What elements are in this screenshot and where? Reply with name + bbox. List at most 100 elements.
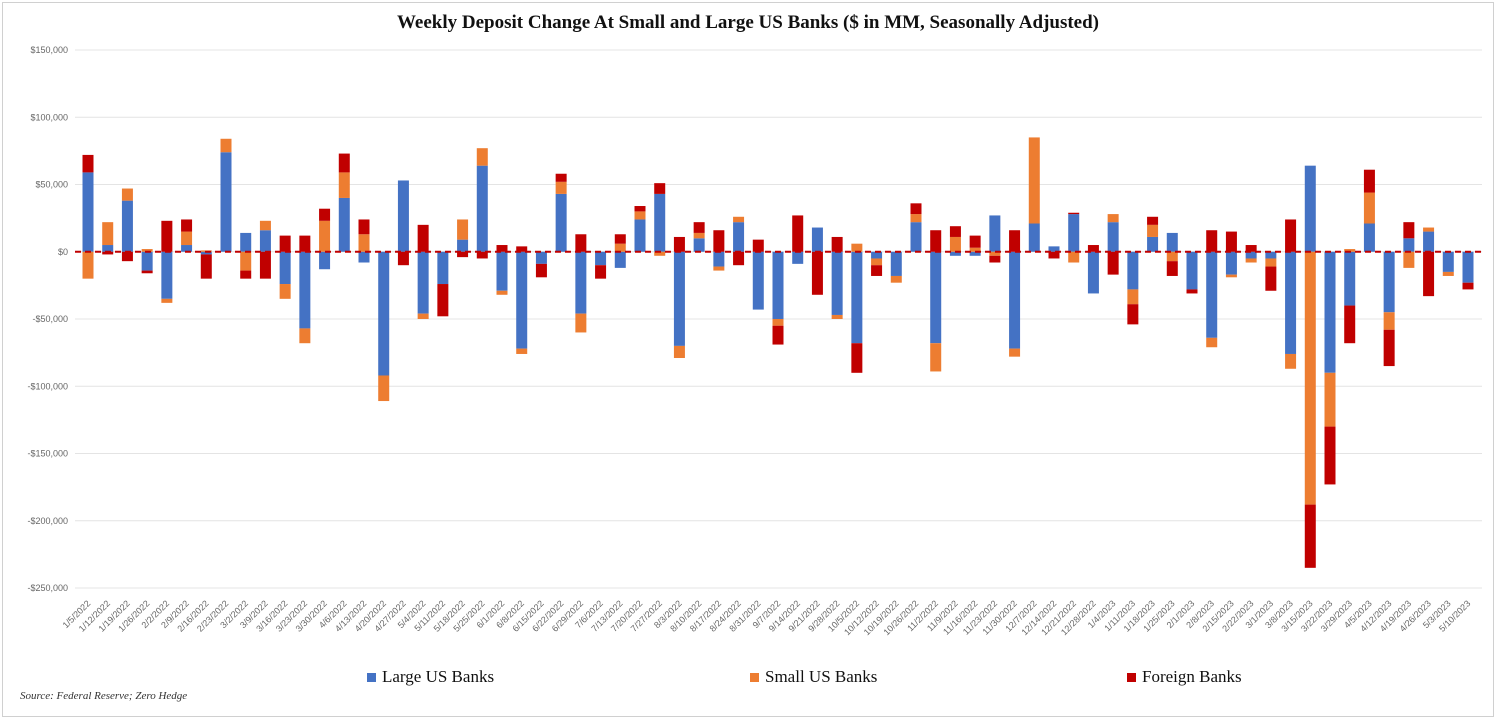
bar-foreign — [1087, 245, 1099, 252]
bar-large — [437, 251, 449, 285]
bar-large — [969, 251, 981, 256]
bar-small — [378, 375, 390, 402]
bar-foreign — [595, 265, 607, 279]
bar-large — [397, 180, 409, 252]
bar-large — [1028, 223, 1040, 252]
bar-large — [673, 251, 685, 346]
bar-small — [457, 219, 469, 240]
bar-large — [121, 200, 133, 252]
bar-small — [654, 251, 666, 256]
bar-foreign — [181, 219, 193, 232]
bar-small — [102, 222, 114, 246]
bar-foreign — [496, 245, 508, 252]
bar-foreign — [949, 226, 961, 237]
bar-large — [890, 251, 902, 276]
bar-foreign — [772, 325, 784, 345]
bar-foreign — [831, 236, 843, 252]
bar-small — [575, 313, 587, 333]
bar-foreign — [1107, 251, 1119, 275]
bar-large — [1462, 251, 1474, 283]
bar-small — [673, 345, 685, 359]
bar-foreign — [358, 219, 370, 235]
bar-large — [358, 251, 370, 263]
bar-small — [417, 313, 429, 319]
bar-small — [1245, 258, 1257, 263]
bar-small — [949, 236, 961, 252]
bar-foreign — [871, 265, 883, 276]
bar-small — [338, 172, 350, 198]
bar-large — [910, 222, 922, 252]
bar-foreign — [752, 239, 764, 252]
bar-foreign — [516, 246, 528, 252]
bar-small — [1225, 274, 1237, 278]
bar-small — [240, 251, 252, 271]
bar-large — [200, 251, 212, 255]
bar-small — [1304, 251, 1316, 505]
bar-small — [82, 251, 94, 279]
bar-small — [1324, 372, 1336, 427]
bar-foreign — [1127, 304, 1139, 325]
bar-small — [319, 220, 331, 252]
bar-foreign — [713, 230, 725, 252]
bar-large — [1048, 246, 1060, 252]
bar-foreign — [82, 154, 94, 173]
bar-large — [1363, 223, 1375, 252]
bar-small — [299, 328, 311, 344]
bar-large — [1285, 251, 1297, 354]
bar-foreign — [1462, 282, 1474, 290]
bar-small — [851, 243, 863, 252]
legend-swatch-small — [750, 672, 759, 682]
legend-swatch-foreign — [1127, 672, 1136, 682]
bar-large — [733, 222, 745, 252]
y-tick-label: $100,000 — [30, 112, 68, 122]
y-tick-label: -$200,000 — [27, 516, 68, 526]
y-tick-label: $0 — [58, 247, 68, 257]
bar-foreign — [693, 222, 705, 233]
bar-large — [1147, 236, 1159, 252]
bar-small — [496, 290, 508, 295]
legend-item-large: Large US Banks — [367, 667, 494, 687]
bar-foreign — [555, 173, 567, 182]
y-tick-label: -$100,000 — [27, 381, 68, 391]
bar-large — [1009, 251, 1021, 349]
bar-small — [1068, 251, 1080, 263]
bar-foreign — [417, 224, 429, 252]
bar-foreign — [575, 234, 587, 252]
bar-foreign — [930, 230, 942, 252]
bar-small — [555, 181, 567, 194]
bar-large — [634, 219, 646, 252]
bar-foreign — [910, 203, 922, 215]
bar-small — [890, 275, 902, 283]
bar-large — [555, 193, 567, 252]
bar-large — [654, 193, 666, 252]
bar-foreign — [1324, 426, 1336, 485]
bar-foreign — [457, 251, 469, 258]
bar-large — [713, 251, 725, 267]
bar-foreign — [259, 251, 271, 279]
bar-foreign — [969, 235, 981, 248]
bar-large — [1107, 222, 1119, 252]
bar-large — [1166, 232, 1178, 252]
bar-large — [575, 251, 587, 314]
legend-label-foreign: Foreign Banks — [1142, 667, 1242, 686]
bar-large — [82, 172, 94, 252]
bar-large — [811, 227, 823, 252]
bar-large — [516, 251, 528, 349]
bar-large — [1186, 251, 1198, 290]
bar-large — [930, 251, 942, 344]
bar-small — [358, 234, 370, 252]
bar-large — [1245, 251, 1257, 259]
bar-large — [417, 251, 429, 314]
legend-label-large: Large US Banks — [382, 667, 495, 686]
bar-foreign — [673, 236, 685, 252]
bar-large — [240, 232, 252, 252]
y-tick-label: $150,000 — [30, 45, 68, 55]
bar-large — [1206, 251, 1218, 338]
bar-small — [259, 220, 271, 231]
chart-title: Weekly Deposit Change At Small and Large… — [396, 12, 1100, 33]
bar-foreign — [299, 235, 311, 252]
bar-large — [1068, 214, 1080, 252]
bar-large — [792, 251, 804, 264]
bar-large — [871, 251, 883, 259]
y-tick-label: -$250,000 — [27, 583, 68, 593]
